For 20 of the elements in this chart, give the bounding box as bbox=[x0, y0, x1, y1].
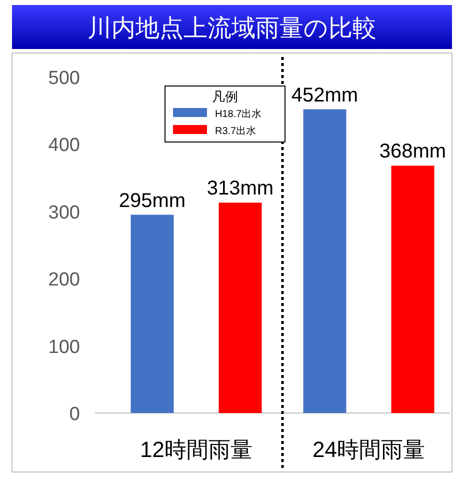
bar bbox=[218, 202, 262, 413]
y-tick-label: 400 bbox=[48, 135, 80, 156]
x-tick-label: 24時間雨量 bbox=[312, 437, 425, 462]
y-tick-label: 0 bbox=[69, 404, 80, 425]
chart-title: 川内地点上流域雨量の比較 bbox=[88, 15, 376, 42]
y-tick-label: 200 bbox=[48, 270, 80, 291]
legend-title: 凡例 bbox=[212, 89, 238, 104]
bar bbox=[391, 166, 434, 413]
bar bbox=[130, 214, 174, 413]
data-label: 452mm bbox=[291, 84, 358, 106]
legend-label: R3.7出水 bbox=[215, 125, 256, 137]
data-label: 368mm bbox=[379, 140, 446, 163]
x-tick-label: 12時間雨量 bbox=[140, 437, 252, 462]
y-tick-label: 500 bbox=[48, 68, 80, 89]
y-tick-label: 300 bbox=[48, 202, 80, 224]
data-label: 313mm bbox=[206, 178, 274, 200]
data-label: 295mm bbox=[118, 190, 186, 212]
bar bbox=[303, 109, 346, 413]
y-tick-label: 100 bbox=[48, 336, 80, 358]
legend-label: H18.7出水 bbox=[215, 108, 262, 120]
